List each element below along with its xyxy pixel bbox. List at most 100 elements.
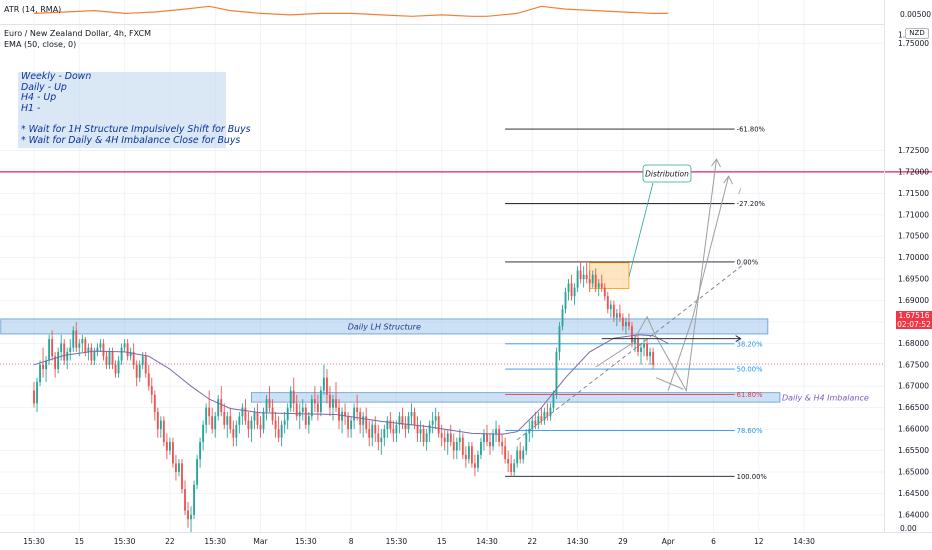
candle-body: [555, 351, 558, 395]
fib-level-label: 38.20%: [737, 340, 763, 348]
candle-body: [579, 270, 582, 280]
candle-body: [609, 304, 612, 310]
projection-path: [595, 158, 717, 393]
candle-body: [120, 347, 123, 361]
candle-body: [449, 433, 452, 442]
candle-body: [93, 351, 96, 361]
distribution-callout: [642, 164, 692, 183]
candle-body: [637, 339, 639, 352]
candle-body: [395, 424, 398, 434]
candle-body: [322, 377, 325, 391]
candle-body: [156, 411, 159, 430]
candle-body: [310, 399, 313, 417]
fib-retracement[interactable]: -61.80% -27.20% 0.00% 38.20% 50.00% 61.80% 78.…: [505, 126, 767, 481]
drawings[interactable]: Distribution: [516, 158, 747, 441]
candle-body: [615, 313, 618, 318]
candle-body: [483, 433, 485, 442]
candle-body: [335, 399, 337, 408]
candle-body: [105, 356, 108, 365]
bias-notes[interactable]: Weekly - Down Daily - Up H4 - Up H1 - * …: [18, 71, 251, 148]
distribution-label: Distribution: [645, 170, 689, 179]
note-line: H1 -: [21, 102, 41, 114]
candle-body: [63, 343, 66, 361]
candle-body: [226, 416, 229, 425]
candle-body: [178, 463, 180, 472]
candle-body: [618, 313, 621, 318]
price-tick: 1.66500: [898, 403, 929, 412]
note-line: * Wait for 1H Structure Impulsively Shif…: [21, 123, 251, 135]
candle-body: [54, 356, 57, 370]
candle-body: [126, 343, 129, 357]
ema-legend[interactable]: EMA (50, close, 0): [4, 40, 77, 49]
candle-body: [473, 463, 476, 468]
candle-body: [87, 347, 90, 352]
candle-body: [353, 407, 356, 421]
candle-body: [217, 399, 220, 417]
time-tick: Mar: [253, 537, 268, 546]
arrowhead-up: [711, 158, 721, 168]
candle-body: [392, 429, 395, 434]
candle-body: [250, 420, 253, 430]
candle-body: [350, 420, 353, 430]
fib-level-label: -61.80%: [737, 126, 766, 134]
candle-body: [534, 420, 537, 425]
price-axis-border: [884, 0, 885, 532]
candle-body: [223, 411, 226, 425]
candle-body: [268, 399, 271, 408]
symbol-title[interactable]: Euro / New Zealand Dollar, 4h, FXCM: [4, 29, 152, 38]
candle-body: [344, 411, 346, 417]
candle-body: [205, 407, 208, 425]
small-arrow: [655, 377, 684, 390]
atr-line: [33, 5, 669, 17]
candle-body: [446, 433, 449, 442]
projection-path: [667, 176, 730, 391]
candle-body: [48, 339, 51, 361]
candle-body: [516, 450, 519, 464]
candle-body: [99, 343, 102, 348]
candle-body: [458, 437, 461, 442]
candle-body: [467, 446, 470, 460]
time-axis[interactable]: 15:30 15 15:30 22 15:30 Mar 15:30 8 15:30 15 14:30…: [23, 537, 815, 546]
candle-body: [543, 411, 546, 421]
candle-body: [561, 309, 564, 327]
candle-body: [519, 450, 522, 460]
candle-body: [78, 343, 81, 348]
currency-badge[interactable]: NZD: [905, 28, 929, 39]
atr-legend[interactable]: ATR (14, RMA): [4, 5, 62, 14]
candle-body: [150, 386, 153, 395]
candle-body: [262, 411, 265, 430]
time-tick: 14:30: [567, 537, 589, 546]
candle-body: [401, 416, 404, 425]
candle-body: [501, 441, 504, 447]
candle-body: [102, 343, 105, 357]
fib-level-label: 100.00%: [737, 473, 768, 481]
atr-axis-zero: 0.00: [900, 524, 917, 533]
price-tick: 1.69000: [898, 296, 929, 305]
price-axis[interactable]: 1.75000 1.72500 1.72000 1.71500 1.71000 1.705…: [898, 31, 929, 533]
candle-body: [162, 420, 165, 442]
candle-body: [492, 433, 494, 447]
candle-body: [347, 416, 350, 430]
candle-body: [603, 287, 606, 297]
fib-level-label: -27.20%: [737, 200, 766, 208]
candle-body: [84, 339, 87, 352]
last-price: 1.67516: [898, 311, 930, 320]
candle-body: [214, 416, 217, 430]
candle-body: [316, 403, 319, 412]
candle-body: [573, 287, 576, 297]
candle-body: [265, 399, 268, 412]
candle-body: [631, 326, 633, 344]
atr-pane: 0.00500: [33, 5, 931, 19]
candle-body: [256, 411, 259, 425]
candle-body: [319, 390, 322, 412]
price-tick: 1.70500: [898, 232, 929, 241]
imbalance-zone: [251, 392, 781, 403]
candle-body: [640, 347, 642, 352]
price-tick: 1.66000: [898, 425, 929, 434]
candle-body: [549, 407, 552, 417]
candle-body: [81, 339, 84, 344]
candle-body: [141, 356, 144, 365]
candle-body: [69, 347, 72, 352]
candle-body: [301, 407, 304, 412]
